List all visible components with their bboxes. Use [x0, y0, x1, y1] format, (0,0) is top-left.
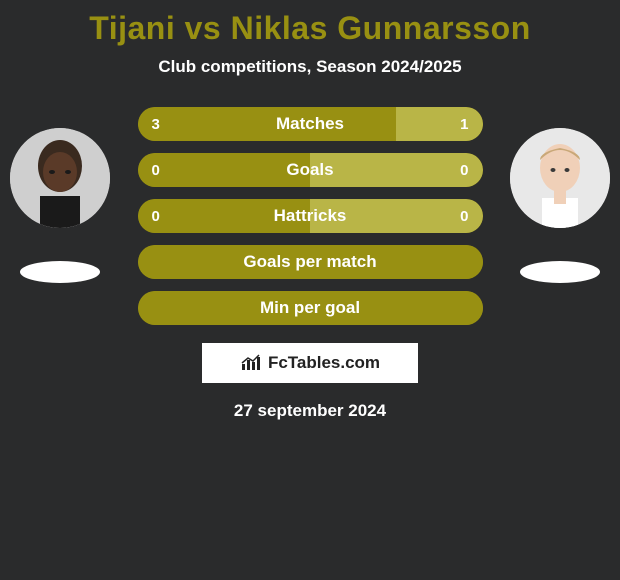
bar-right-fill — [310, 153, 483, 187]
stat-label: Min per goal — [260, 298, 360, 318]
stat-label: Goals — [286, 160, 333, 180]
stat-row: 0 0 Hattricks — [138, 199, 483, 233]
stat-bars: 3 1 Matches 0 0 Goals 0 0 Hattricks Goals per mat… — [138, 107, 483, 325]
stat-right-value: 0 — [460, 208, 468, 225]
player2-avatar — [510, 128, 610, 228]
stat-left-value: 0 — [152, 208, 160, 225]
stat-label: Goals per match — [243, 252, 376, 272]
player1-name: Tijani — [89, 10, 175, 46]
bar-left-fill — [138, 107, 397, 141]
comparison-card: Tijani vs Niklas Gunnarsson Club competi… — [0, 0, 620, 421]
page-title: Tijani vs Niklas Gunnarsson — [0, 10, 620, 47]
stat-label: Matches — [276, 114, 344, 134]
date-text: 27 september 2024 — [0, 401, 620, 421]
stat-right-value: 1 — [460, 116, 468, 133]
player1-avatar — [10, 128, 110, 228]
player2-flag — [520, 261, 600, 283]
stat-label: Hattricks — [274, 206, 347, 226]
stat-right-value: 0 — [460, 162, 468, 179]
stat-row: 0 0 Goals — [138, 153, 483, 187]
stat-left-value: 3 — [152, 116, 160, 133]
site-logo: FcTables.com — [202, 343, 418, 383]
stat-row: 3 1 Matches — [138, 107, 483, 141]
player2-name: Niklas Gunnarsson — [231, 10, 531, 46]
logo-text: FcTables.com — [268, 353, 380, 373]
chart-icon — [240, 354, 262, 372]
vs-text: vs — [185, 10, 222, 46]
stat-row: Min per goal — [138, 291, 483, 325]
stat-row: Goals per match — [138, 245, 483, 279]
bar-right-fill — [396, 107, 482, 141]
bar-left-fill — [138, 153, 311, 187]
subtitle: Club competitions, Season 2024/2025 — [0, 57, 620, 77]
stat-left-value: 0 — [152, 162, 160, 179]
player1-flag — [20, 261, 100, 283]
